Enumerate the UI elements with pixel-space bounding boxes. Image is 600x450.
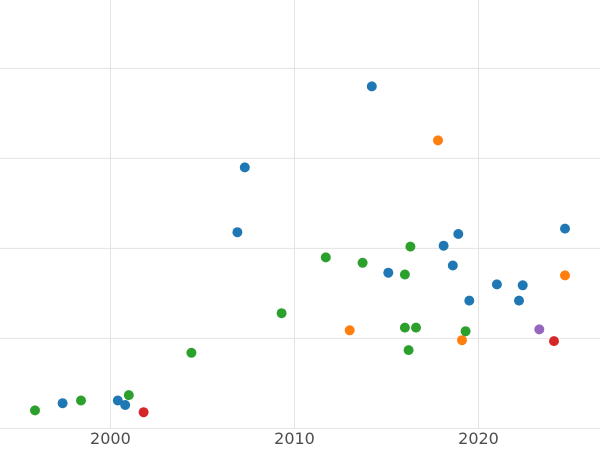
data-point-series-blue (514, 295, 524, 306)
data-point-series-green (76, 395, 86, 406)
x-axis-tick-label: 2000 (90, 429, 131, 448)
data-point-series-blue (438, 240, 449, 251)
data-point-series-blue (57, 398, 68, 409)
data-point-series-blue (560, 223, 570, 234)
data-point-series-blue (112, 395, 123, 406)
data-point-series-green (30, 405, 40, 416)
data-point-series-purple (534, 324, 545, 335)
data-point-series-green (357, 257, 368, 268)
data-point-series-blue (383, 267, 394, 278)
data-point-series-green (411, 322, 421, 333)
data-point-series-green (399, 269, 410, 280)
data-point-series-orange (433, 135, 443, 146)
data-point-series-blue (120, 400, 131, 410)
data-point-series-green (403, 345, 414, 356)
data-point-series-green (320, 252, 331, 263)
data-point-series-green (276, 308, 287, 319)
x-axis-tick-label: 2020 (458, 429, 499, 448)
data-point-series-orange (560, 270, 570, 281)
data-point-series-blue (491, 279, 502, 290)
data-point-series-blue (464, 295, 475, 306)
data-point-series-blue (366, 81, 377, 92)
data-point-series-blue (447, 260, 458, 271)
data-point-series-blue (239, 162, 250, 173)
data-point-series-blue (232, 227, 243, 238)
x-axis-tick-label: 2010 (274, 429, 315, 448)
data-point-series-red (549, 336, 559, 347)
data-point-series-red (138, 407, 149, 418)
data-point-series-green (399, 322, 410, 333)
data-point-series-green (123, 390, 134, 401)
data-point-series-green (186, 347, 197, 358)
data-point-series-green (460, 326, 471, 337)
data-point-series-blue (517, 280, 528, 291)
data-point-series-orange (344, 325, 355, 336)
data-point-series-green (405, 241, 416, 252)
data-point-series-orange (457, 335, 467, 346)
data-point-series-blue (453, 229, 464, 239)
